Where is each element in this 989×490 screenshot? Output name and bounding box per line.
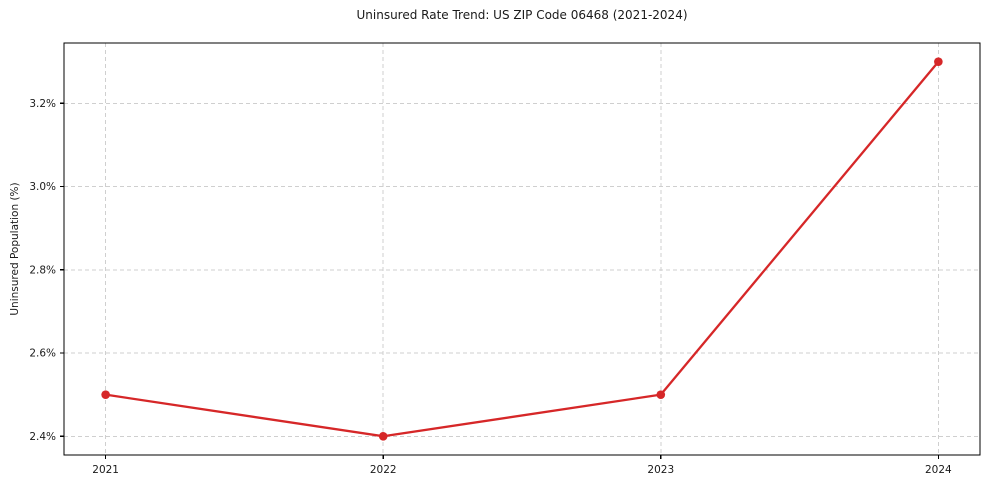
data-point-marker: [656, 390, 666, 399]
x-tick-label: 2024: [925, 464, 952, 476]
y-tick-label: 2.6%: [29, 348, 56, 360]
x-tick-label: 2023: [647, 464, 674, 476]
data-point-marker: [101, 390, 110, 399]
x-tick-label: 2021: [92, 464, 119, 476]
y-tick-label: 2.4%: [29, 431, 56, 443]
y-axis-label: Uninsured Population (%): [9, 182, 21, 316]
data-point-marker: [378, 431, 388, 441]
y-tick-label: 2.8%: [29, 264, 56, 276]
trend-line: [104, 60, 940, 438]
plot-border: [63, 42, 981, 456]
y-tick-label: 3.0%: [29, 181, 56, 193]
x-tick-label: 2022: [370, 464, 397, 476]
y-tick-label: 3.2%: [29, 98, 56, 110]
data-point-marker: [934, 57, 943, 67]
chart-title: Uninsured Rate Trend: US ZIP Code 06468 …: [356, 8, 688, 22]
